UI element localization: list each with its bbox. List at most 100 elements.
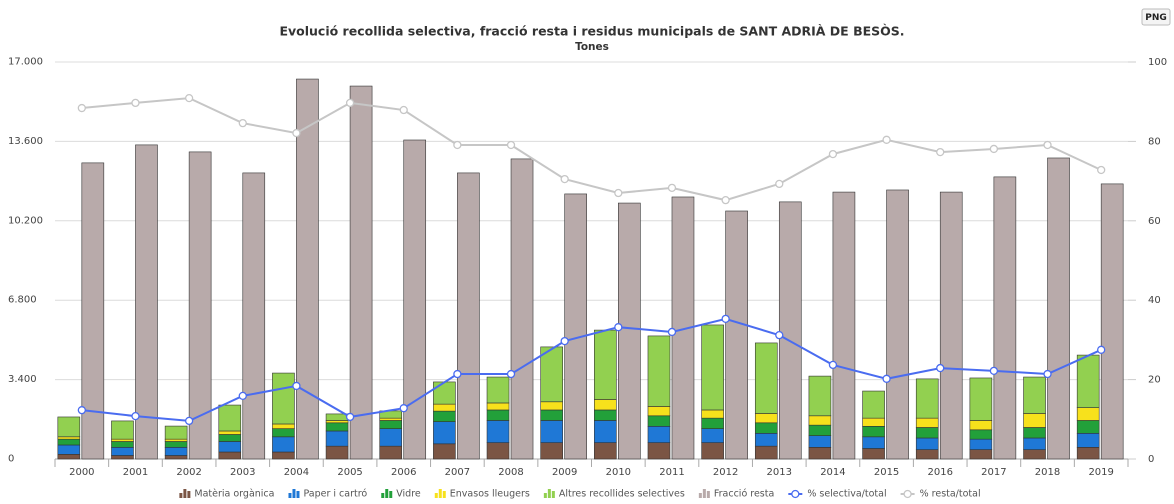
bar — [832, 191, 856, 460]
x-tick-label: 2016 — [927, 467, 952, 478]
line-marker — [1097, 165, 1106, 175]
bar-segment — [218, 434, 242, 442]
line-marker — [882, 135, 891, 144]
legend-item: Vidre — [381, 489, 421, 500]
line-marker — [453, 369, 462, 379]
legend-label: Fracció resta — [714, 489, 774, 500]
line — [81, 97, 1102, 202]
line-marker — [721, 196, 730, 205]
bar-segment — [433, 381, 456, 405]
bar-segment — [540, 442, 563, 460]
bar-segment — [325, 445, 349, 460]
line-marker — [292, 128, 301, 138]
bar-segment — [164, 447, 188, 456]
bar — [886, 189, 909, 460]
bar-segment — [915, 449, 939, 460]
bar-segment — [1076, 447, 1100, 460]
bar-segment — [272, 451, 295, 460]
line-marker — [775, 179, 784, 189]
x-tick-label: 2019 — [1088, 467, 1113, 478]
bar-segment — [915, 437, 939, 450]
line-marker — [936, 363, 945, 373]
x-tick-label: 2011 — [659, 467, 684, 478]
bar-segment — [57, 444, 81, 455]
x-tick-label: 2000 — [69, 467, 94, 478]
x-tick-label: 2008 — [498, 467, 523, 478]
bar-segment — [701, 324, 724, 411]
legend-icon — [543, 493, 547, 498]
line-marker — [1043, 140, 1052, 150]
export-button[interactable] — [1141, 8, 1171, 26]
x-tick-label: 2001 — [123, 467, 148, 478]
y-tick-label: 3.400 — [8, 374, 37, 385]
bar-segment — [218, 441, 242, 453]
x-tick-label: 2017 — [981, 467, 1006, 478]
bar — [564, 193, 587, 460]
bar-segment — [647, 406, 671, 417]
legend-label: % selectiva/total — [807, 489, 886, 500]
legend-item: Paper i cartró — [288, 489, 367, 500]
legend-icon — [434, 493, 438, 498]
legend-label: Envasos lleugers — [450, 489, 530, 500]
bar-segment — [754, 342, 778, 414]
legend-icon — [547, 489, 551, 498]
bar-segment — [218, 404, 242, 432]
line-marker — [936, 147, 945, 157]
bar-segment — [164, 441, 188, 448]
x-tick-label: 2006 — [391, 467, 416, 478]
legend-icon — [706, 491, 710, 498]
legend-icon — [292, 489, 296, 498]
bar-segment — [433, 421, 456, 445]
bar-segment — [754, 433, 778, 447]
bar-segment — [379, 417, 403, 421]
legend-label: Altres recollides selectives — [559, 489, 685, 500]
bar-segment — [1076, 354, 1100, 408]
bar-segment — [594, 420, 617, 443]
line-marker — [77, 406, 86, 415]
line-marker — [292, 381, 301, 391]
line-marker — [614, 323, 623, 332]
legend-label: Matèria orgànica — [194, 489, 274, 500]
bar — [457, 172, 480, 460]
export-button-label[interactable]: PNG — [1145, 13, 1167, 23]
line-marker — [506, 140, 516, 150]
bar-segment — [540, 409, 563, 421]
bar — [618, 202, 641, 460]
bar-segment — [486, 402, 510, 411]
bar-segment — [862, 448, 885, 460]
bar-segment — [915, 427, 939, 439]
bar-segment — [379, 420, 403, 429]
bar-segment — [647, 442, 671, 460]
bar-segment — [1076, 420, 1100, 434]
legend-icon — [296, 491, 300, 498]
bar-segment — [57, 454, 81, 460]
bar-segment — [1023, 437, 1046, 450]
y2-tick-label: 80 — [1148, 136, 1161, 147]
x-tick-label: 2004 — [284, 467, 309, 478]
legend-item: % resta/total — [900, 489, 981, 500]
bar — [993, 176, 1017, 460]
bar-segment — [1023, 449, 1046, 460]
line-marker — [184, 416, 194, 426]
legend-label: Vidre — [396, 489, 421, 500]
bar-segment — [647, 415, 671, 427]
bar-segment — [486, 442, 510, 460]
bar-segment — [486, 409, 510, 421]
bar-segment — [1023, 427, 1046, 439]
bar — [188, 151, 212, 460]
legend-icon — [385, 489, 389, 498]
bar-segment — [808, 435, 832, 448]
legend-item: % selectiva/total — [788, 489, 887, 500]
bar — [1100, 183, 1124, 460]
legend-icon — [438, 489, 442, 498]
bar-segment — [272, 436, 295, 453]
bar-segment — [433, 403, 456, 412]
bar-segment — [325, 420, 349, 424]
line-marker — [882, 374, 891, 383]
bar-segment — [540, 420, 563, 443]
line-marker — [399, 105, 408, 115]
bar-segment — [379, 428, 403, 447]
bar-segment — [808, 375, 832, 417]
x-tick-label: 2009 — [552, 467, 577, 478]
bar-segment — [594, 442, 617, 460]
